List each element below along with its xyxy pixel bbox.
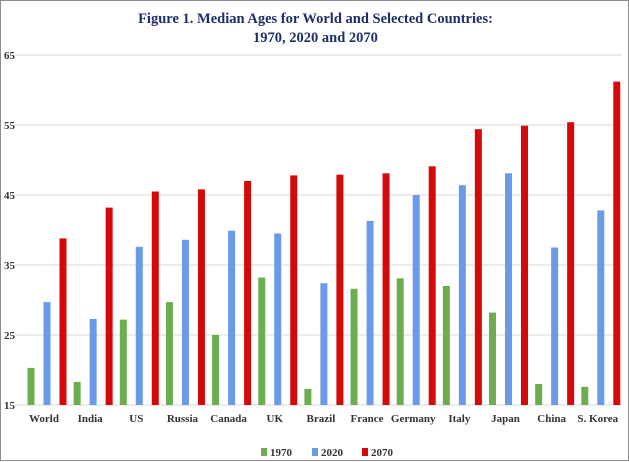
- bar-2020: [181, 239, 189, 405]
- bar-1970: [119, 319, 127, 405]
- legend-swatch-2020: [312, 448, 318, 456]
- legend-swatch-2070: [362, 448, 368, 456]
- bar-1970: [73, 381, 81, 405]
- bar-2020: [228, 230, 236, 405]
- legend-label-1970: 1970: [270, 447, 293, 459]
- bar-2070: [244, 181, 252, 405]
- bars: [27, 81, 621, 405]
- bar-2070: [336, 174, 344, 405]
- bar-2020: [89, 318, 97, 405]
- bar-1970: [212, 335, 220, 405]
- bar-2070: [428, 166, 436, 405]
- x-category-label: World: [29, 413, 59, 425]
- bar-2020: [43, 302, 51, 405]
- x-category-label: Italy: [448, 413, 471, 425]
- bar-2020: [320, 283, 328, 405]
- x-category-label: US: [129, 413, 143, 425]
- legend: 1970 2020 2070: [261, 447, 394, 459]
- chart-title-line-1: Figure 1. Median Ages for World and Sele…: [138, 11, 493, 27]
- bar-2070: [59, 238, 67, 405]
- bar-2070: [567, 122, 575, 405]
- bar-2020: [366, 220, 374, 405]
- y-tick-label: 65: [4, 50, 16, 62]
- bar-1970: [396, 278, 404, 405]
- bar-2020: [551, 247, 559, 405]
- x-axis-labels: World India US Russia Canada UK Brazil France Ge…: [29, 413, 619, 425]
- bar-2020: [505, 173, 512, 405]
- legend-label-2070: 2070: [371, 447, 394, 459]
- bar-1970: [165, 302, 173, 405]
- y-tick-label: 45: [4, 190, 16, 202]
- x-category-label: Russia: [167, 413, 199, 425]
- bar-2020: [458, 185, 466, 405]
- x-category-label: China: [537, 413, 566, 425]
- legend-label-2020: 2020: [321, 447, 344, 459]
- bar-2070: [521, 125, 528, 405]
- bar-2070: [290, 175, 298, 405]
- x-category-label: France: [351, 413, 384, 425]
- bar-2070: [474, 129, 482, 405]
- y-tick-label: 25: [4, 330, 16, 342]
- bar-1970: [258, 277, 266, 405]
- bar-1970: [350, 288, 358, 405]
- y-tick-label: 15: [4, 400, 16, 412]
- bar-2070: [613, 81, 621, 405]
- bar-1970: [27, 367, 35, 405]
- bar-2020: [274, 233, 282, 405]
- bar-2070: [151, 191, 159, 405]
- bar-2070: [105, 207, 113, 405]
- bar-2020: [412, 195, 420, 405]
- chart-title: Figure 1. Median Ages for World and Sele…: [1, 10, 629, 48]
- x-category-label: UK: [267, 413, 284, 425]
- bar-1970: [535, 384, 543, 405]
- bar-2020: [135, 246, 143, 405]
- y-tick-label: 55: [4, 120, 16, 132]
- bar-1970: [304, 388, 312, 405]
- bar-1970: [442, 286, 450, 405]
- x-category-label: Brazil: [307, 413, 336, 425]
- chart-title-line-2: 1970, 2020 and 2070: [253, 30, 378, 46]
- legend-swatch-1970: [261, 448, 267, 456]
- x-category-label: S. Korea: [577, 413, 618, 425]
- gridlines: [15, 54, 621, 406]
- y-axis-ticks: 15 25 35 45 55 65: [4, 50, 16, 412]
- bar-1970: [489, 312, 496, 405]
- bar-2020: [597, 210, 605, 405]
- bar-2070: [382, 173, 390, 405]
- y-tick-label: 35: [4, 260, 16, 272]
- x-category-label: Japan: [491, 413, 520, 425]
- bar-2070: [197, 189, 205, 405]
- x-category-label: India: [78, 413, 104, 425]
- bar-1970: [581, 386, 589, 405]
- x-category-label: Germany: [391, 413, 436, 425]
- x-category-label: Canada: [210, 413, 247, 425]
